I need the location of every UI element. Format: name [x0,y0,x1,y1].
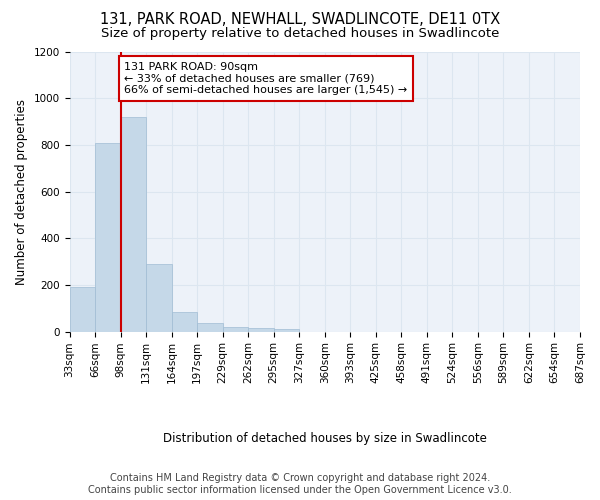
Text: 131 PARK ROAD: 90sqm
← 33% of detached houses are smaller (769)
66% of semi-deta: 131 PARK ROAD: 90sqm ← 33% of detached h… [124,62,407,95]
X-axis label: Distribution of detached houses by size in Swadlincote: Distribution of detached houses by size … [163,432,487,445]
Text: Contains HM Land Registry data © Crown copyright and database right 2024.
Contai: Contains HM Land Registry data © Crown c… [88,474,512,495]
Bar [172,312,197,332]
Bar [146,264,172,332]
Bar [197,324,223,332]
Bar [121,117,146,332]
Bar [223,327,248,332]
Bar [95,142,121,332]
Bar [274,329,299,332]
Text: 131, PARK ROAD, NEWHALL, SWADLINCOTE, DE11 0TX: 131, PARK ROAD, NEWHALL, SWADLINCOTE, DE… [100,12,500,28]
Y-axis label: Number of detached properties: Number of detached properties [15,98,28,284]
Bar [70,287,95,332]
Text: Size of property relative to detached houses in Swadlincote: Size of property relative to detached ho… [101,28,499,40]
Bar [248,328,274,332]
